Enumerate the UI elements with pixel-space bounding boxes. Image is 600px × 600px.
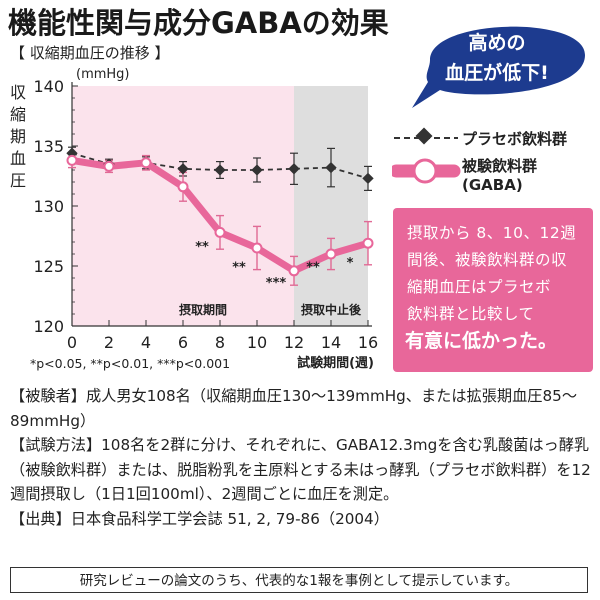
test-point bbox=[325, 248, 337, 260]
y-axis-label-char: 収 bbox=[10, 83, 26, 102]
note-label: 【試験方法】 bbox=[10, 436, 102, 454]
legend-swatches bbox=[392, 127, 461, 184]
blood-pressure-chart: 120 125 130 135 140 0 2 4 6 8 10 12 14 16 収縮期血圧 (mmHg) 試… bbox=[10, 67, 378, 371]
legend-placebo-marker bbox=[415, 127, 433, 145]
y-tick-label: 140 bbox=[33, 77, 64, 96]
test-point bbox=[288, 265, 300, 277]
y-axis-label-char: 圧 bbox=[10, 171, 26, 190]
test-point bbox=[251, 242, 263, 254]
note-label: 【出典】 bbox=[10, 509, 71, 528]
y-tick-label: 130 bbox=[33, 197, 64, 216]
callout-text: 高めの 血圧が低下! bbox=[418, 28, 576, 88]
test-point bbox=[362, 237, 374, 249]
y-tick-label: 135 bbox=[33, 137, 64, 156]
summary-line: 間後、被験飲料群の収 bbox=[407, 251, 568, 269]
significance-label: * bbox=[347, 256, 354, 271]
post-intake-bg bbox=[294, 86, 368, 326]
note-method: 【試験方法】108名を2群に分け、それぞれに、GABA12.3mgを含む乳酸菌は… bbox=[10, 433, 595, 507]
legend-placebo-label: プラセボ飲料群 bbox=[462, 130, 568, 148]
test-point bbox=[140, 157, 152, 169]
x-tick-label: 4 bbox=[141, 333, 151, 352]
y-axis-label-char: 期 bbox=[10, 127, 26, 146]
significance-label: ** bbox=[306, 261, 320, 276]
study-notes: 【被験者】成人男女108名（収縮期血圧130～139mmHg、または拡張期血圧8… bbox=[10, 384, 595, 531]
x-tick-label: 16 bbox=[358, 333, 378, 352]
y-axis-label-char: 縮 bbox=[10, 105, 26, 124]
significance-note: *p<0.05, **p<0.01, ***p<0.001 bbox=[30, 356, 230, 371]
disclaimer-box: 研究レビューの論文のうち、代表的な1報を事例として提示しています。 bbox=[10, 567, 588, 593]
x-tick-label: 2 bbox=[104, 333, 114, 352]
page-title: 機能性関与成分GABAの効果 bbox=[8, 6, 389, 40]
region-label-post: 摂取中止後 bbox=[301, 302, 362, 317]
y-axis-label-char: 血 bbox=[10, 149, 26, 168]
x-tick-label: 10 bbox=[247, 333, 267, 352]
x-tick-label: 8 bbox=[215, 333, 225, 352]
x-tick-label: 6 bbox=[178, 333, 188, 352]
legend-test-label: 被験飲料群 bbox=[462, 157, 538, 175]
summary-line: 摂取から 8、10、12週 bbox=[407, 224, 577, 242]
x-tick-label: 12 bbox=[284, 333, 304, 352]
significance-label: ** bbox=[195, 240, 209, 255]
summary-box: 摂取から 8、10、12週 間後、被験飲料群の収 縮期血圧はプラセボ 飲料群と比… bbox=[393, 208, 593, 372]
note-text: 日本食品科学工学会誌 51, 2, 79-86（2004） bbox=[70, 509, 389, 528]
y-axis-unit: (mmHg) bbox=[76, 67, 130, 82]
summary-line: 飲料群と比較して bbox=[407, 305, 535, 323]
x-axis-label: 試験期間(週) bbox=[297, 355, 374, 371]
region-label-intake: 摂取期間 bbox=[179, 302, 227, 317]
significance-label: *** bbox=[266, 276, 287, 291]
y-tick-label: 125 bbox=[33, 257, 64, 276]
callout-line1: 高めの bbox=[468, 32, 526, 54]
y-tick-label: 120 bbox=[33, 317, 64, 336]
test-point bbox=[177, 181, 189, 193]
intake-period-bg bbox=[72, 86, 294, 326]
placebo-point bbox=[325, 161, 337, 174]
note-text: 108名を2群に分け、それぞれに、GABA12.3mgを含む乳酸菌はっ酵乳（被験… bbox=[10, 436, 591, 503]
summary-line: 縮期血圧はプラセボ bbox=[407, 278, 552, 296]
test-point bbox=[103, 160, 115, 172]
note-label: 【被験者】 bbox=[10, 387, 86, 405]
legend-test-label2: (GABA) bbox=[462, 176, 523, 194]
significance-label: ** bbox=[232, 261, 246, 276]
test-point bbox=[214, 226, 226, 238]
legend-test-marker bbox=[412, 158, 438, 184]
note-text: 成人男女108名（収縮期血圧130～139mmHg、または拡張期血圧85～89m… bbox=[10, 387, 578, 430]
placebo-point bbox=[362, 172, 374, 185]
chart-subtitle: 【 収縮期血圧の推移 】 bbox=[10, 44, 170, 62]
test-point bbox=[66, 154, 78, 166]
callout-line2: 血圧が低下! bbox=[445, 62, 549, 84]
note-source: 【出典】日本食品科学工学会誌 51, 2, 79-86（2004） bbox=[10, 507, 595, 532]
x-tick-label: 0 bbox=[67, 333, 77, 352]
note-subjects: 【被験者】成人男女108名（収縮期血圧130～139mmHg、または拡張期血圧8… bbox=[10, 384, 595, 433]
x-tick-label: 14 bbox=[321, 333, 341, 352]
summary-emphasis: 有意に低かった。 bbox=[405, 330, 558, 352]
callout-bubble bbox=[412, 26, 585, 108]
